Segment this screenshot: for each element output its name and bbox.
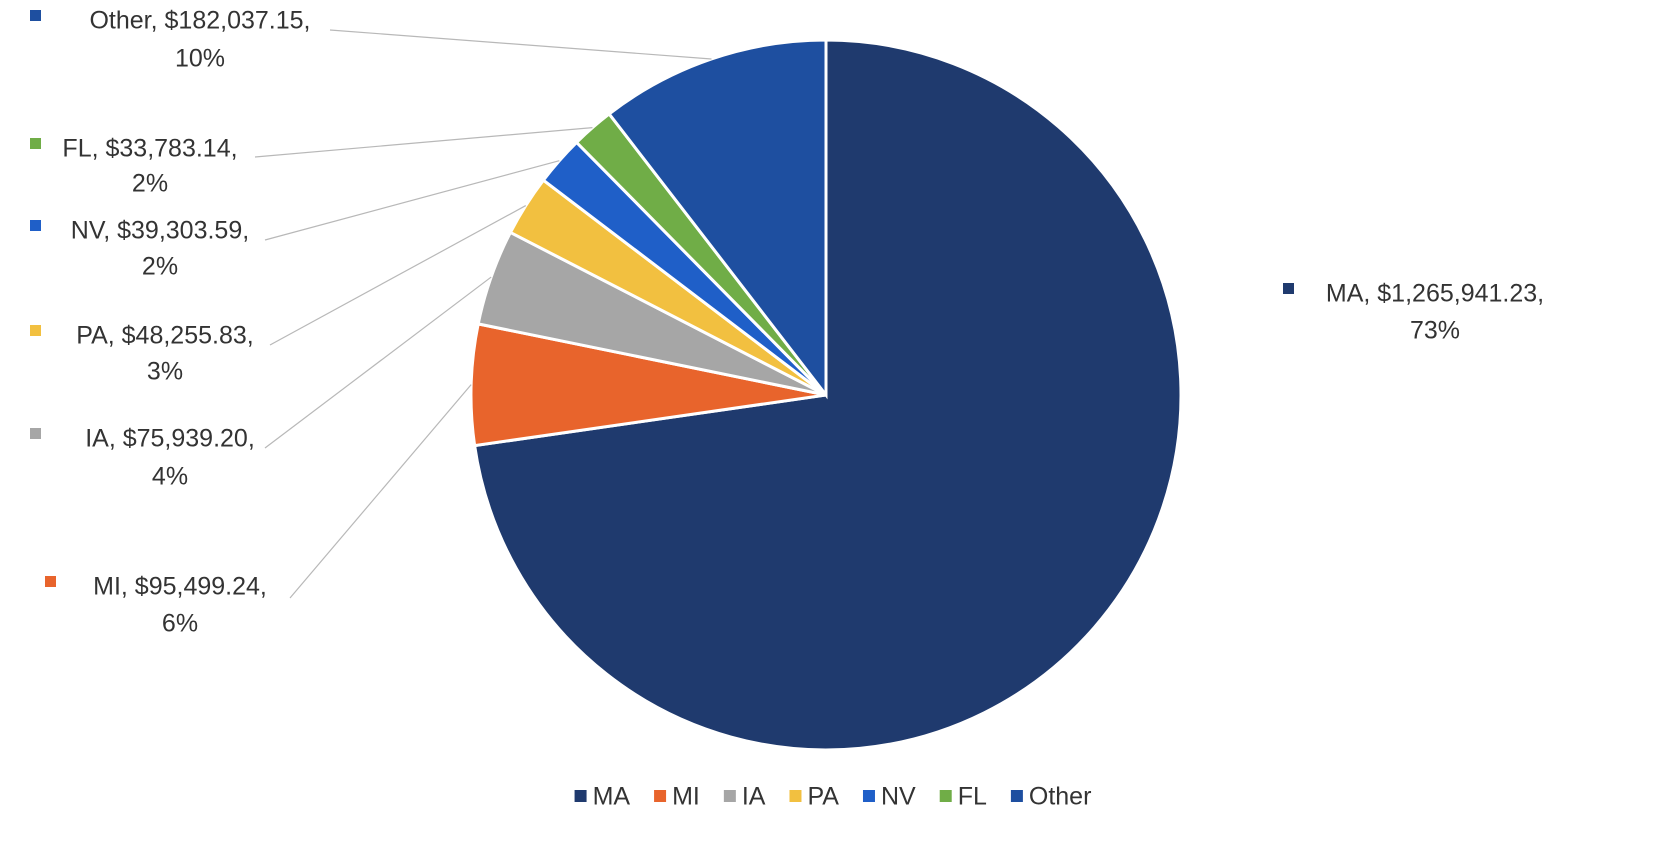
leader-line	[264, 276, 492, 449]
data-label-percent: 2%	[142, 253, 178, 281]
label-marker	[30, 220, 41, 231]
data-label-percent: 10%	[175, 45, 225, 73]
leader-line	[269, 205, 527, 346]
legend-marker	[939, 790, 952, 802]
legend-label: FL	[958, 783, 987, 811]
label-marker	[1283, 283, 1294, 294]
label-marker	[30, 325, 41, 336]
data-label: MI, $95,499.24,	[93, 573, 267, 601]
data-label-percent: 6%	[162, 610, 198, 638]
legend-marker	[862, 790, 875, 802]
legend-marker	[574, 790, 587, 802]
leader-line	[329, 29, 712, 60]
legend-marker	[723, 790, 736, 802]
label-marker	[30, 428, 41, 439]
data-label: Other, $182,037.15,	[89, 7, 310, 35]
leader-line	[289, 384, 472, 599]
pie-slice	[607, 38, 828, 400]
legend-label: PA	[807, 783, 839, 811]
legend-marker	[789, 790, 802, 802]
label-marker	[45, 576, 56, 587]
data-label-percent: 2%	[132, 170, 168, 198]
data-label: NV, $39,303.59,	[71, 217, 249, 245]
legend-marker	[1010, 790, 1023, 802]
pie-slice	[472, 38, 1183, 752]
data-label: PA, $48,255.83,	[76, 322, 253, 350]
legend-label: NV	[881, 783, 916, 811]
legend-label: MA	[593, 783, 631, 811]
legend-label: IA	[742, 783, 766, 811]
data-label-percent: 4%	[152, 463, 188, 491]
data-label: IA, $75,939.20,	[85, 425, 255, 453]
data-label-percent: 3%	[147, 358, 183, 386]
label-marker	[30, 138, 41, 149]
data-label: MA, $1,265,941.23,	[1326, 280, 1544, 308]
label-marker	[30, 10, 41, 21]
leader-line	[264, 160, 560, 241]
leader-line	[254, 127, 593, 158]
data-label: FL, $33,783.14,	[62, 135, 237, 163]
legend-label: Other	[1029, 783, 1092, 811]
data-label-percent: 73%	[1410, 317, 1460, 345]
legend-label: MI	[672, 783, 700, 811]
legend-marker	[654, 790, 667, 802]
